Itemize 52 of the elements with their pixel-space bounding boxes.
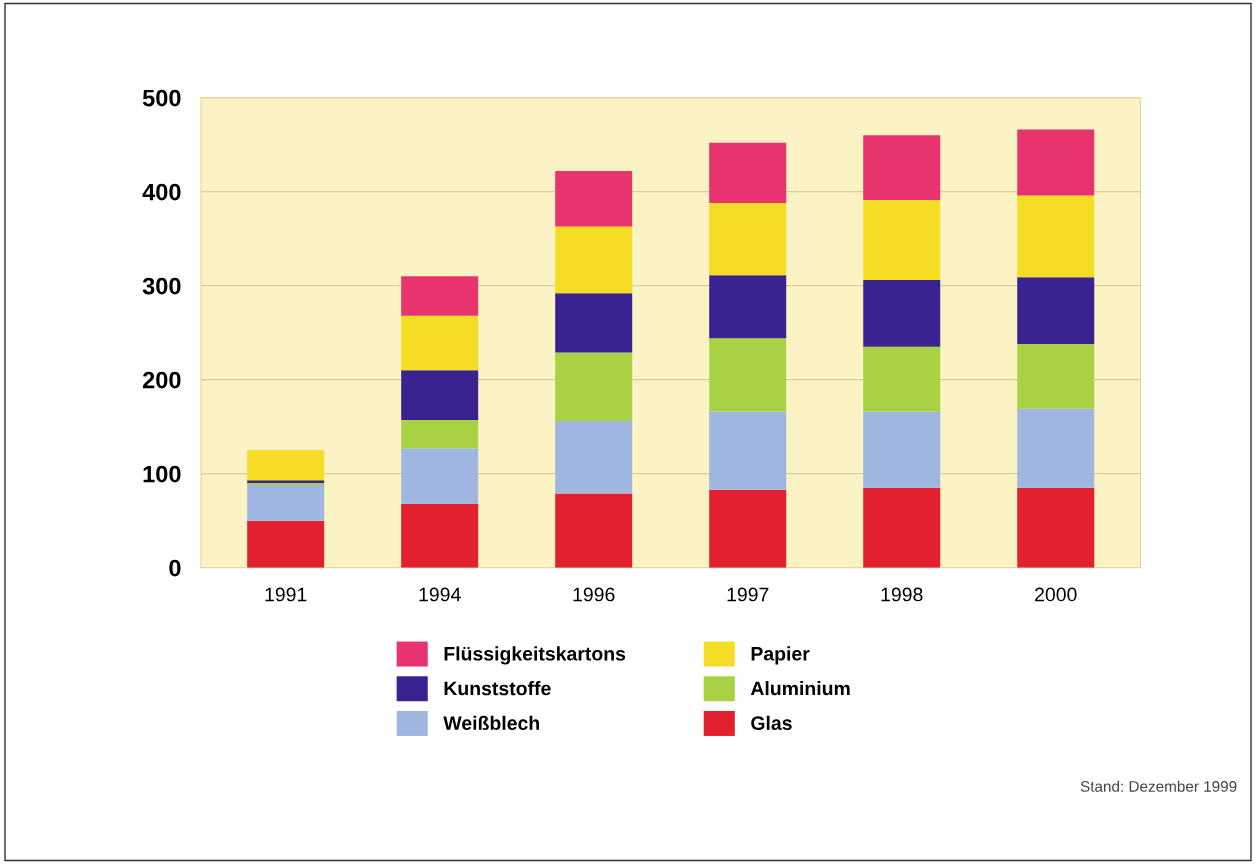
bar xyxy=(247,520,325,568)
bar xyxy=(401,276,479,316)
bar xyxy=(709,142,787,203)
y-tick-label: 0 xyxy=(169,559,181,577)
bar xyxy=(863,135,941,201)
legend-label: Kunststoffe xyxy=(444,681,551,696)
bar xyxy=(555,170,633,227)
x-tick-label: 1996 xyxy=(573,587,615,602)
y-tick-label: 300 xyxy=(142,277,181,295)
legend-label: Papier xyxy=(751,646,810,665)
bar xyxy=(247,450,325,481)
text: Stand: Dezember 1999 xyxy=(1080,780,1237,792)
y-tick-label: 100 xyxy=(143,465,181,483)
bar xyxy=(1017,343,1095,409)
bar xyxy=(863,411,941,488)
bar xyxy=(1017,487,1095,568)
bar xyxy=(247,484,325,521)
bar xyxy=(863,346,941,412)
bar xyxy=(1017,129,1095,196)
y-tick-label: 200 xyxy=(142,371,181,389)
bar xyxy=(709,202,787,276)
x-tick-label: 2000 xyxy=(1035,587,1077,602)
bar xyxy=(401,315,479,371)
bar xyxy=(1017,195,1095,278)
y-tick-label: 400 xyxy=(142,183,181,201)
bar xyxy=(863,200,941,280)
bar xyxy=(401,370,479,421)
bar xyxy=(555,226,633,294)
legend-label: Glas xyxy=(751,715,792,731)
legend-label: Aluminium xyxy=(750,681,850,696)
x-tick-label: 1998 xyxy=(881,587,923,602)
bar xyxy=(555,352,633,421)
bar xyxy=(863,487,941,568)
y-tick-label: 500 xyxy=(142,89,181,107)
legend-label: Flüssigkeitskartons xyxy=(444,646,626,665)
bar xyxy=(1017,277,1095,344)
bar xyxy=(709,338,787,412)
bar xyxy=(709,275,787,339)
legend-label: Weißblech xyxy=(443,715,539,731)
bar xyxy=(401,420,479,449)
bar xyxy=(709,411,787,490)
bar xyxy=(863,280,941,347)
x-tick-label: 1991 xyxy=(265,587,307,602)
bar xyxy=(555,293,633,353)
bar xyxy=(401,448,479,504)
bar xyxy=(555,493,633,568)
x-tick-label: 1994 xyxy=(419,587,461,602)
bar xyxy=(1017,408,1095,488)
bar xyxy=(555,421,633,494)
bar xyxy=(401,503,479,568)
bar xyxy=(709,489,787,568)
x-tick-label: 1997 xyxy=(727,587,769,602)
